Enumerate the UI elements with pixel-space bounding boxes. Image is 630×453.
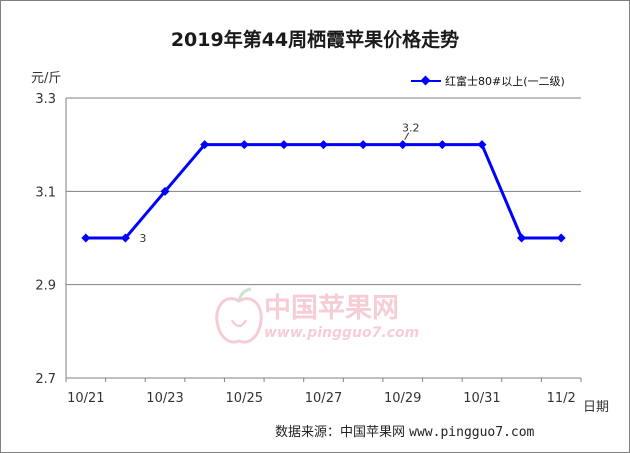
data-point bbox=[477, 140, 487, 150]
watermark-name: 中国苹果网 bbox=[264, 293, 399, 324]
source-label: 数据来源：中国苹果网 bbox=[275, 425, 406, 440]
watermark: 中国苹果网 www.pingguo7.com bbox=[215, 287, 419, 344]
watermark-url: www.pingguo7.com bbox=[264, 325, 419, 341]
x-tick-label: 10/23 bbox=[146, 391, 183, 406]
y-tick-label: 2.9 bbox=[35, 279, 56, 294]
y-tick-label: 3.1 bbox=[35, 185, 56, 200]
x-tick-label: 11/2 bbox=[547, 391, 576, 406]
data-point bbox=[81, 233, 91, 243]
x-tick-label: 10/27 bbox=[305, 391, 342, 406]
data-label-leader bbox=[404, 132, 410, 140]
data-point bbox=[398, 140, 408, 150]
data-point bbox=[200, 140, 210, 150]
source-url: www.pingguo7.com bbox=[409, 425, 535, 440]
data-point bbox=[556, 233, 566, 243]
apple-logo-icon bbox=[215, 287, 263, 344]
x-tick-label: 10/21 bbox=[67, 391, 104, 406]
data-point bbox=[517, 233, 527, 243]
y-tick-label: 2.7 bbox=[35, 372, 56, 387]
y-axis-label: 元/斤 bbox=[31, 71, 62, 86]
data-point bbox=[358, 140, 368, 150]
data-source: 数据来源：中国苹果网 www.pingguo7.com bbox=[275, 421, 534, 440]
y-tick-label: 3.3 bbox=[35, 92, 56, 107]
x-axis-label: 日期 bbox=[583, 400, 610, 415]
data-point bbox=[239, 140, 249, 150]
data-point bbox=[160, 186, 170, 196]
data-label: 3 bbox=[139, 232, 146, 245]
legend-label: 红富士80#以上(一二级) bbox=[445, 75, 565, 88]
data-point bbox=[437, 140, 447, 150]
legend: 红富士80#以上(一二级) bbox=[411, 73, 565, 89]
x-tick-label: 10/29 bbox=[384, 391, 421, 406]
x-tick-label: 10/31 bbox=[463, 391, 500, 406]
x-tick-label: 10/25 bbox=[226, 391, 263, 406]
chart-title: 2019年第44周栖霞苹果价格走势 bbox=[170, 29, 460, 51]
data-point bbox=[319, 140, 328, 150]
legend-swatch bbox=[411, 76, 441, 86]
data-point bbox=[120, 233, 130, 243]
data-label: 3.2 bbox=[402, 122, 420, 135]
data-point bbox=[279, 140, 289, 150]
